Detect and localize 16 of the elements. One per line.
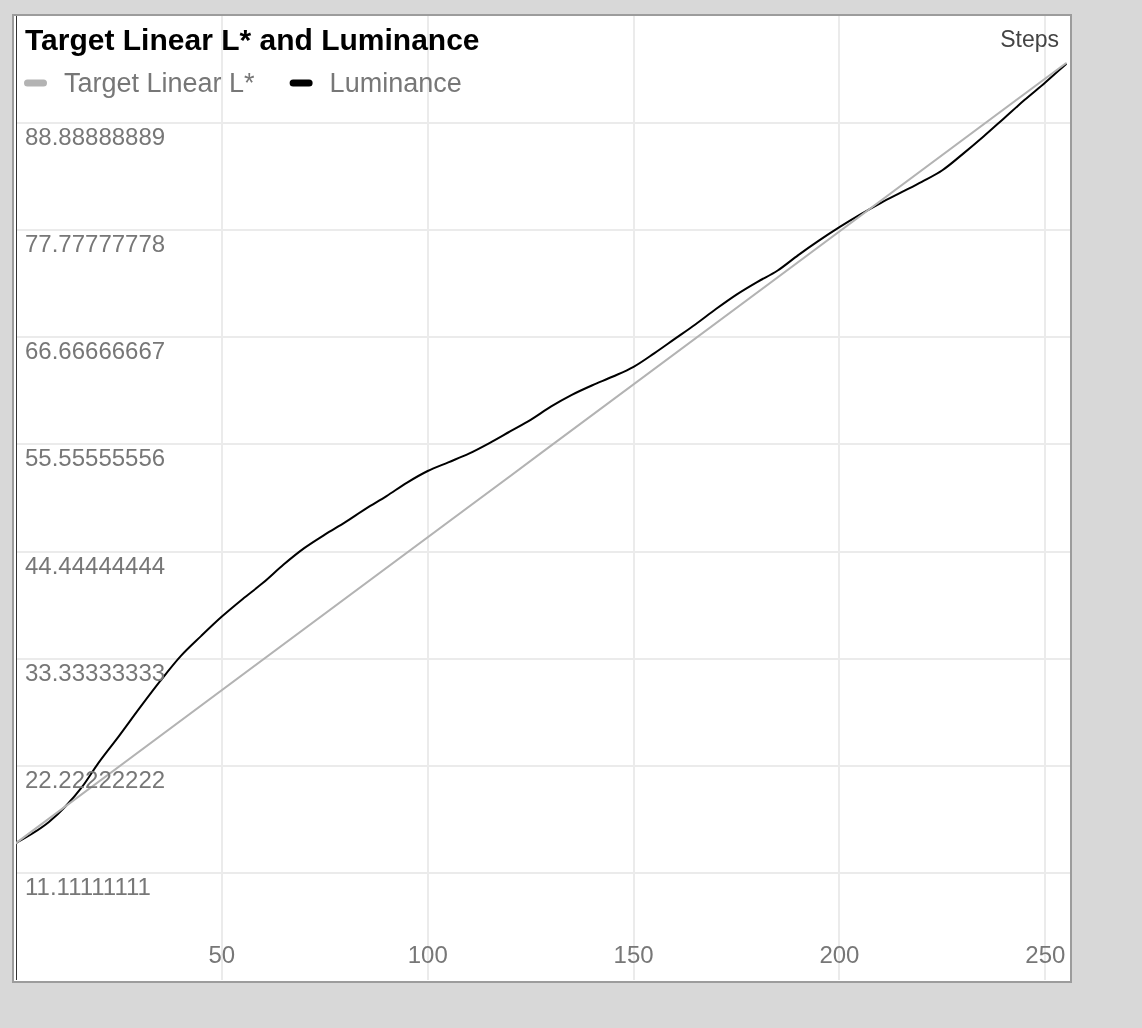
y-tick-label: 33.33333333 bbox=[25, 658, 166, 686]
x-tick-label: 250 bbox=[1025, 941, 1066, 968]
y-tick-label: 44.44444444 bbox=[25, 551, 166, 579]
y-tick-label: 88.88888889 bbox=[25, 123, 166, 151]
x-axis-title: Steps bbox=[1000, 26, 1059, 52]
x-tick-label: 150 bbox=[613, 941, 654, 968]
x-tick-label: 100 bbox=[407, 941, 448, 968]
x-tick-label: 200 bbox=[819, 941, 860, 968]
legend-label: Luminance bbox=[329, 68, 462, 98]
y-tick-label: 66.66666667 bbox=[25, 337, 166, 365]
legend-label: Target Linear L* bbox=[64, 68, 256, 98]
y-tick-label: 11.11111111 bbox=[25, 872, 151, 900]
chart-title: Target Linear L* and Luminance bbox=[25, 23, 480, 56]
y-tick-label: 77.77777778 bbox=[25, 230, 166, 258]
y-tick-label: 55.55555556 bbox=[25, 444, 166, 472]
x-tick-label: 50 bbox=[208, 941, 236, 968]
